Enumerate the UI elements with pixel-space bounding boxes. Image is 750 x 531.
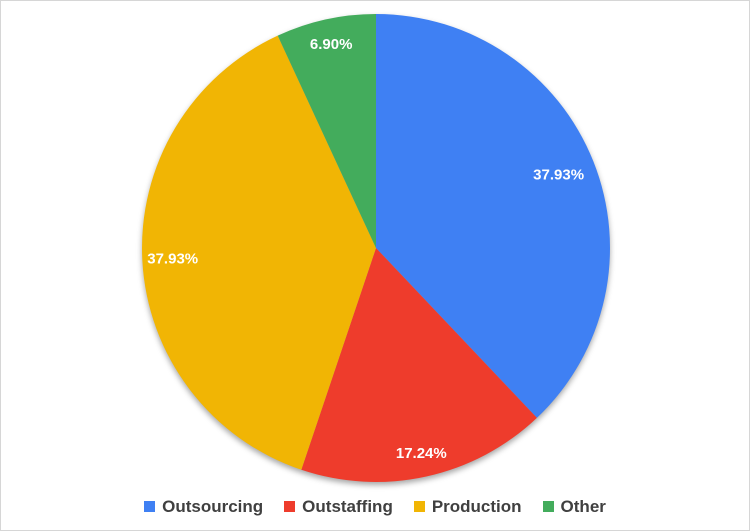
legend-label: Outsourcing bbox=[162, 497, 264, 516]
legend-swatch-icon bbox=[413, 501, 425, 512]
pie-slices-group bbox=[142, 14, 610, 482]
legend-item-outsourcing[interactable]: Outsourcing bbox=[144, 498, 263, 515]
pie-slice-outstaffing[interactable] bbox=[301, 248, 537, 482]
legend-item-outstaffing[interactable]: Outstaffing bbox=[284, 498, 393, 515]
legend-label: Outstaffing bbox=[302, 497, 393, 516]
chart-legend: Outsourcing Outstaffing Production Other bbox=[1, 498, 749, 515]
legend-item-other[interactable]: Other bbox=[542, 497, 606, 516]
legend-label: Production bbox=[431, 497, 522, 516]
legend-item-production[interactable]: Production bbox=[413, 497, 522, 516]
pie-slice-outsourcing[interactable] bbox=[376, 14, 610, 418]
legend-swatch-icon bbox=[284, 501, 296, 512]
pie-chart: 37.93%17.24%37.93%6.90% bbox=[142, 14, 610, 482]
pie-slice-production[interactable] bbox=[142, 35, 376, 470]
legend-swatch-icon bbox=[144, 501, 156, 512]
legend-label: Other bbox=[560, 497, 606, 516]
legend-swatch-icon bbox=[542, 501, 554, 512]
pie-slice-other[interactable] bbox=[277, 14, 376, 248]
